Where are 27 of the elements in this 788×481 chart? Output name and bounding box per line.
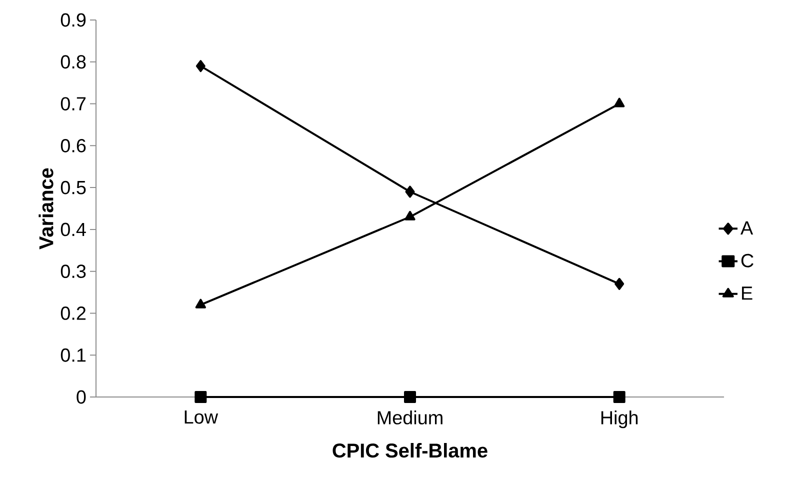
point	[614, 98, 625, 108]
y-tick-label: 0	[76, 390, 86, 404]
x-tick-label: Medium	[378, 410, 442, 424]
y-tick-label: 0.9	[60, 13, 86, 27]
y-tick-label: 0.1	[60, 348, 86, 362]
legend-label: C	[741, 254, 754, 268]
y-tick-label: 0.4	[60, 222, 86, 236]
point	[404, 210, 416, 220]
y-tick-label: 0.7	[60, 97, 86, 110]
point	[194, 391, 207, 403]
x-axis-title: CPIC Self-Blame	[332, 443, 488, 458]
point	[196, 60, 206, 72]
point	[404, 391, 416, 403]
y-tick-label: 0.2	[60, 306, 86, 320]
legend-label: E	[742, 286, 752, 300]
y-tick-label: 0.6	[60, 138, 86, 152]
point	[613, 391, 626, 403]
y-tick-label: 0.8	[60, 55, 86, 69]
point	[195, 298, 206, 308]
y-tick-label: 0.5	[60, 180, 86, 194]
y-tick-label: 0.3	[60, 264, 86, 278]
legend-label: A	[740, 221, 754, 234]
x-tick-label: Low	[184, 410, 218, 424]
x-tick-label: High	[601, 410, 638, 428]
point	[405, 186, 415, 198]
y-axis-title: Variance	[38, 168, 54, 250]
point	[614, 278, 624, 290]
